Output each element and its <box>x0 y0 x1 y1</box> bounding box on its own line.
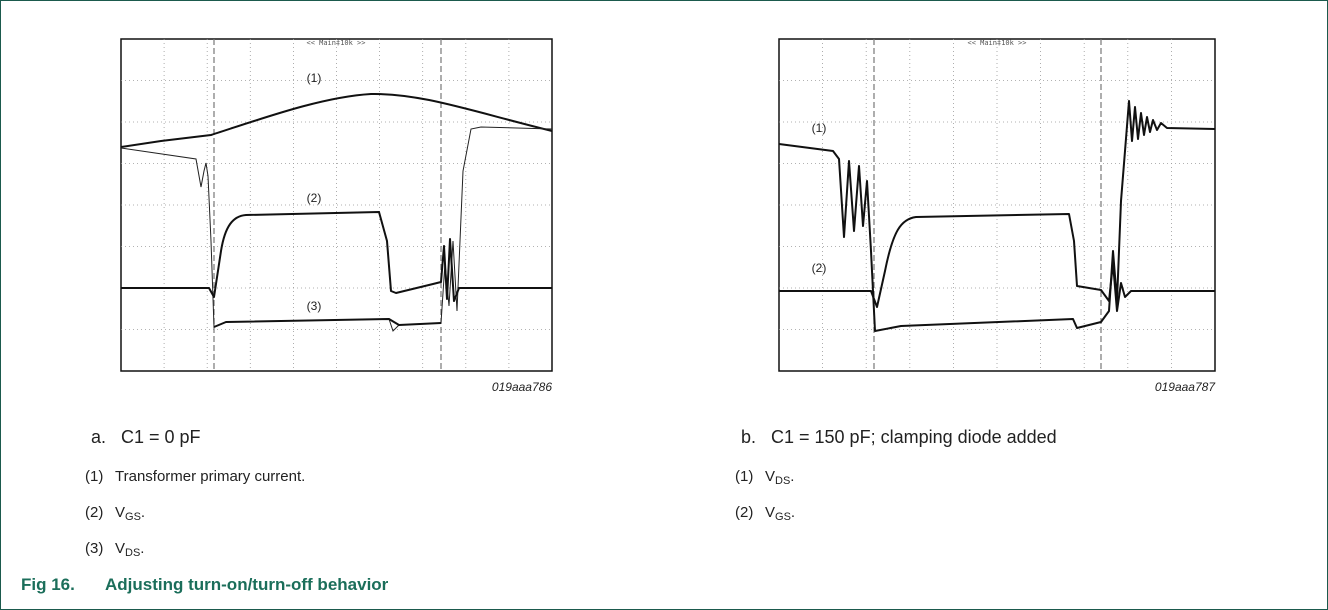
scope-header: << Main‡10k >> <box>306 39 365 47</box>
legend-item: (1)Transformer primary current. <box>85 468 305 485</box>
figure-caption: Fig 16.Adjusting turn-on/turn-off behavi… <box>21 575 388 595</box>
item-number: (2) <box>85 504 115 521</box>
item-subscript: GS <box>125 511 141 523</box>
trace-label: (2) <box>812 261 827 275</box>
panel-caption: a.C1 = 0 pF <box>91 427 201 448</box>
scope-header: << Main‡10k >> <box>967 39 1026 47</box>
item-text: V <box>115 504 125 521</box>
page: << Main‡10k >> (1) (2) (3) 019aaa786 << … <box>0 0 1328 610</box>
trace-label: (1) <box>307 71 322 85</box>
panel-letter: b. <box>741 427 771 448</box>
scope-b: << Main‡10k >> (1) (2) 019aaa787 <box>779 39 1216 394</box>
figure-title: Adjusting turn-on/turn-off behavior <box>105 575 388 594</box>
item-end: . <box>140 540 144 557</box>
legend-item: (2)VGS. <box>735 504 795 523</box>
figure-number: Fig 16. <box>21 575 105 595</box>
trace-label: (3) <box>307 299 322 313</box>
panel-text: C1 = 0 pF <box>121 427 201 447</box>
item-end: . <box>141 504 145 521</box>
scope-a: << Main‡10k >> (1) (2) (3) 019aaa786 <box>121 39 552 394</box>
item-number: (2) <box>735 504 765 521</box>
item-subscript: DS <box>775 475 790 487</box>
item-text: Transformer primary current. <box>115 468 305 485</box>
panel-caption: b.C1 = 150 pF; clamping diode added <box>741 427 1057 448</box>
item-text: V <box>765 504 775 521</box>
figure-ref: 019aaa787 <box>1155 380 1216 394</box>
item-subscript: DS <box>125 547 140 559</box>
trace-label: (2) <box>307 191 322 205</box>
legend-item: (3)VDS. <box>85 540 144 559</box>
trace-label: (1) <box>812 121 827 135</box>
item-end: . <box>791 504 795 521</box>
legend-item: (2)VGS. <box>85 504 145 523</box>
item-number: (1) <box>735 468 765 485</box>
figure-ref: 019aaa786 <box>492 380 552 394</box>
item-number: (1) <box>85 468 115 485</box>
item-end: . <box>790 468 794 485</box>
item-subscript: GS <box>775 511 791 523</box>
panel-text: C1 = 150 pF; clamping diode added <box>771 427 1057 447</box>
panel-letter: a. <box>91 427 121 448</box>
item-text: V <box>115 540 125 557</box>
legend-item: (1)VDS. <box>735 468 794 487</box>
scope-figures: << Main‡10k >> (1) (2) (3) 019aaa786 << … <box>1 1 1327 401</box>
item-number: (3) <box>85 540 115 557</box>
item-text: V <box>765 468 775 485</box>
